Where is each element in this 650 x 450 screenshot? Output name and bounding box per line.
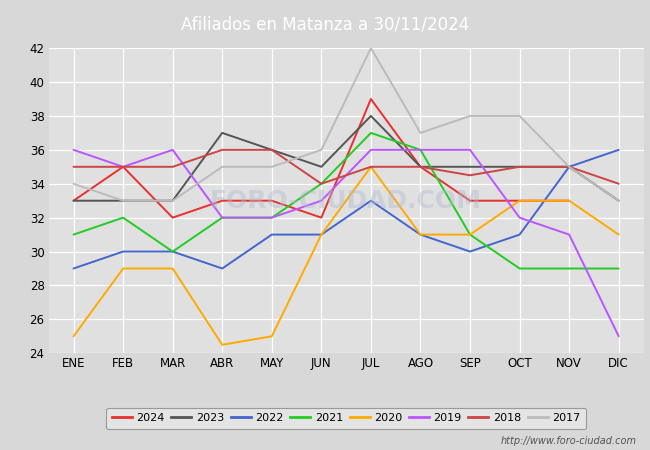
Text: Afiliados en Matanza a 30/11/2024: Afiliados en Matanza a 30/11/2024 — [181, 16, 469, 34]
Text: FORO-CIUDAD.COM: FORO-CIUDAD.COM — [210, 189, 482, 213]
Legend: 2024, 2023, 2022, 2021, 2020, 2019, 2018, 2017: 2024, 2023, 2022, 2021, 2020, 2019, 2018… — [107, 408, 586, 429]
Text: http://www.foro-ciudad.com: http://www.foro-ciudad.com — [501, 436, 637, 446]
